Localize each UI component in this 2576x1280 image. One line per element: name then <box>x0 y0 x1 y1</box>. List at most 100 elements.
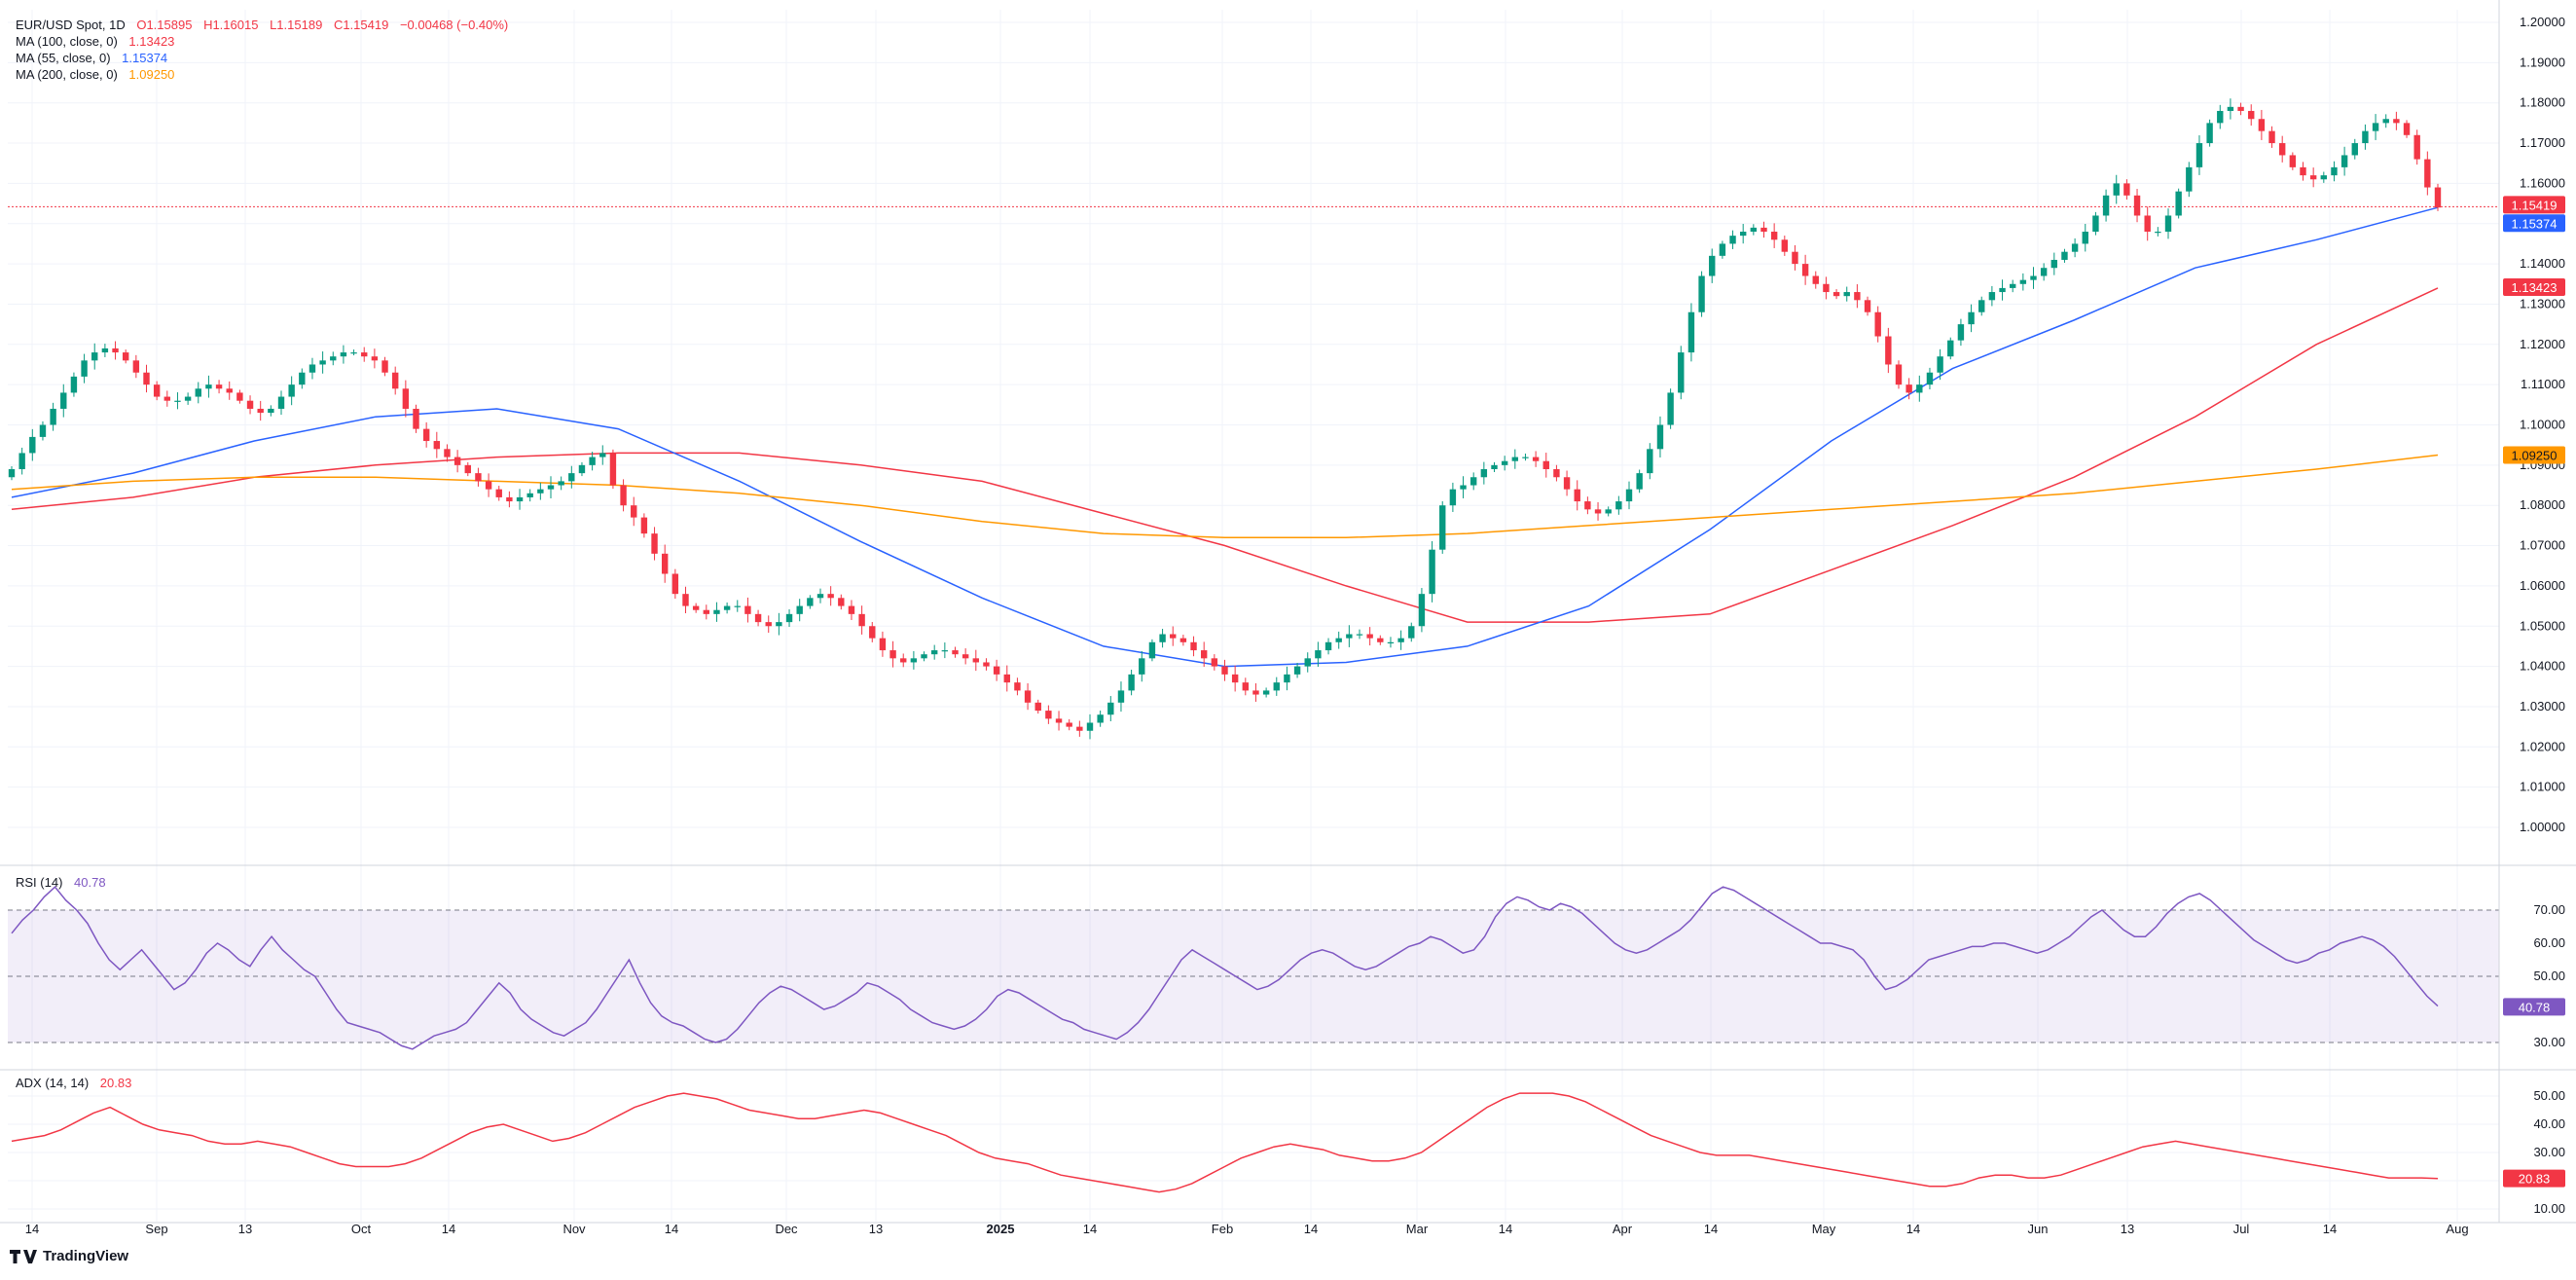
ma100-legend[interactable]: MA (100, close, 0) 1.13423 <box>16 34 182 49</box>
candle <box>848 600 855 620</box>
candle <box>1148 639 1156 662</box>
candle <box>1159 629 1166 648</box>
candle <box>2278 135 2286 163</box>
candle <box>1397 630 1404 650</box>
candle <box>1304 652 1311 673</box>
candle <box>361 347 368 362</box>
adx-tick-label: 50.00 <box>2533 1088 2565 1103</box>
rsi-line <box>11 886 2439 1050</box>
y-tick-label: 1.07000 <box>2520 538 2565 553</box>
candle <box>1511 449 1519 469</box>
y-tick-label: 1.00000 <box>2520 820 2565 834</box>
candle <box>1170 626 1177 646</box>
candle <box>112 341 119 360</box>
candle <box>983 658 990 671</box>
candle <box>1656 416 1664 457</box>
ma55-legend[interactable]: MA (55, close, 0) 1.15374 <box>16 51 175 65</box>
x-tick-label: Jul <box>2233 1222 2250 1236</box>
x-tick-label: 13 <box>238 1222 252 1236</box>
candle <box>578 461 586 477</box>
candlestick-series <box>8 98 2442 740</box>
candle <box>1439 500 1446 554</box>
ma100-value: 1.13423 <box>128 34 175 49</box>
x-tick-label: Mar <box>1406 1222 1429 1236</box>
ma55-price-label: 1.15374 <box>2503 214 2565 233</box>
candle <box>1563 470 1571 496</box>
x-tick-label: Aug <box>2446 1222 2468 1236</box>
y-tick-label: 1.04000 <box>2520 659 2565 674</box>
candle <box>816 588 824 603</box>
candle <box>1854 284 1861 309</box>
candle <box>1584 496 1591 515</box>
candle <box>2206 119 2213 147</box>
ma200-legend[interactable]: MA (200, close, 0) 1.09250 <box>16 67 182 82</box>
ma100-label: MA (100, close, 0) <box>16 34 118 49</box>
x-tick-label: Dec <box>775 1222 798 1236</box>
candle <box>1678 346 1685 400</box>
candle <box>921 651 927 662</box>
adx-legend[interactable]: ADX (14, 14) 20.83 <box>16 1076 139 1090</box>
x-tick-label: 14 <box>1906 1222 1920 1236</box>
tradingview-logo[interactable]: TradingView <box>10 1248 128 1264</box>
brand-name: TradingView <box>43 1248 129 1264</box>
rsi-legend[interactable]: RSI (14) 40.78 <box>16 875 114 890</box>
last-price-label: 1.15419 <box>2503 196 2565 214</box>
candle <box>475 467 482 487</box>
candle <box>599 445 606 465</box>
candle <box>671 568 679 600</box>
candle <box>703 604 710 620</box>
symbol-title[interactable]: EUR/USD Spot, 1D <box>16 18 126 32</box>
x-tick-label: 14 <box>2323 1222 2337 1236</box>
candle <box>1937 348 1943 381</box>
axis-value-labels: 1.15419 1.15374 1.13423 1.09250 40.78 20.83 <box>2503 196 2565 1188</box>
candle <box>827 586 834 606</box>
candle <box>1625 481 1633 510</box>
candle <box>391 366 399 395</box>
candle <box>2248 104 2255 127</box>
candle <box>972 649 980 672</box>
candle <box>1916 375 1923 402</box>
candle <box>1066 718 1072 731</box>
candle <box>1284 666 1290 691</box>
adx-value: 20.83 <box>99 1076 132 1090</box>
candle <box>268 405 274 417</box>
rsi-label: RSI (14) <box>16 875 63 890</box>
candle <box>1957 318 1965 347</box>
candle <box>900 653 907 668</box>
candle <box>961 648 969 665</box>
candle <box>754 609 762 627</box>
candle <box>2372 114 2379 140</box>
candle <box>631 496 637 527</box>
svg-text:40.78: 40.78 <box>2519 1000 2551 1014</box>
candle <box>1553 464 1560 482</box>
y-tick-label: 1.14000 <box>2520 256 2565 271</box>
x-tick-label: 14 <box>665 1222 678 1236</box>
candle <box>81 353 88 384</box>
candle <box>1460 476 1467 498</box>
adx-line <box>11 1092 2439 1193</box>
candle <box>1366 627 1373 646</box>
candle <box>1687 303 1695 362</box>
candle <box>1076 720 1083 737</box>
ma55-label: MA (55, close, 0) <box>16 51 111 65</box>
candle <box>506 491 513 508</box>
candle <box>1864 296 1871 316</box>
y-tick-label: 1.18000 <box>2520 95 2565 110</box>
candle <box>1242 677 1250 696</box>
candle <box>2393 111 2400 130</box>
grid-lines <box>8 10 2499 1222</box>
candle <box>1801 254 1809 285</box>
candle <box>236 389 243 404</box>
adx-tick-label: 30.00 <box>2533 1145 2565 1159</box>
rsi-tick-label: 30.00 <box>2533 1035 2565 1049</box>
y-tick-label: 1.06000 <box>2520 578 2565 593</box>
candle <box>70 372 78 397</box>
candle <box>1315 641 1322 667</box>
candle <box>2320 171 2328 183</box>
candle <box>454 450 461 473</box>
candle <box>39 421 47 441</box>
candle <box>2331 161 2338 182</box>
price-change: −0.00468 (−0.40%) <box>399 18 509 32</box>
